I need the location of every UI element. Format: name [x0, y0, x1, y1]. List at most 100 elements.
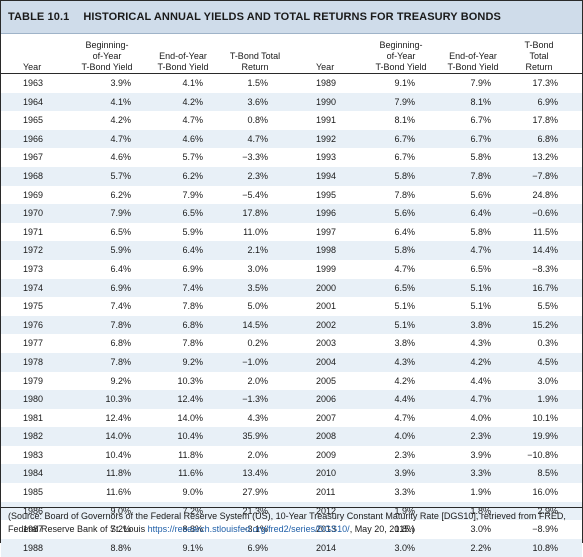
cell-begin-yield: 14.0%: [105, 431, 131, 442]
cell-year-2: 1999: [316, 263, 337, 274]
header-line: T-Bond Yield: [81, 62, 133, 72]
cell-total-return: 4.3%: [247, 412, 268, 423]
cell-end-yield-2: 2.2%: [470, 542, 491, 553]
cell-year: 1985: [23, 487, 44, 498]
header-line: T-Bond Yield: [157, 62, 209, 72]
cell-total-return-2: −7.8%: [532, 170, 558, 181]
cell-begin-yield: 10.3%: [105, 394, 131, 405]
cell-end-yield-2: 6.7%: [470, 133, 491, 144]
cell-year: 1964: [23, 96, 44, 107]
cell-total-return-2: 15.2%: [532, 319, 558, 330]
cell-begin-yield-2: 3.3%: [394, 487, 415, 498]
header-line: T-Bond: [524, 40, 554, 50]
cell-total-return-2: 10.1%: [532, 412, 558, 423]
cell-begin-yield-2: 4.7%: [394, 263, 415, 274]
cell-end-yield: 10.4%: [177, 431, 203, 442]
cell-total-return: 3.5%: [247, 282, 268, 293]
table-body: 1963 3.9% 4.1% 1.5% 1989 9.1% 7.9% 17.3% 1964 4.1…: [1, 74, 582, 557]
cell-total-return-2: 0.3%: [537, 338, 558, 349]
table-row: 1972 5.9% 6.4% 2.1% 1998 5.8% 4.7% 14.4%: [1, 241, 582, 260]
cell-end-yield: 6.4%: [182, 245, 203, 256]
cell-year: 1975: [23, 301, 44, 312]
cell-end-yield: 11.6%: [178, 468, 203, 479]
cell-total-return-2: 16.7%: [532, 282, 558, 293]
cell-end-yield-2: 5.8%: [470, 226, 491, 237]
cell-total-return-2: 6.9%: [537, 96, 558, 107]
cell-end-yield: 7.8%: [182, 338, 203, 349]
table-row: 1971 6.5% 5.9% 11.0% 1997 6.4% 5.8% 11.5%: [1, 223, 582, 242]
header-year: Year: [23, 35, 63, 73]
cell-end-yield-2: 8.1%: [470, 96, 491, 107]
cell-end-yield: 9.0%: [182, 487, 203, 498]
header-beginning-yield: Beginning- of-Year T-Bond Yield: [75, 35, 139, 73]
cell-begin-yield-2: 5.1%: [394, 301, 415, 312]
cell-begin-yield-2: 8.1%: [394, 115, 415, 126]
cell-end-yield: 4.6%: [182, 133, 203, 144]
cell-end-yield: 12.4%: [177, 394, 203, 405]
cell-total-return: 5.0%: [247, 301, 268, 312]
cell-end-yield: 7.8%: [182, 301, 203, 312]
cell-begin-yield-2: 4.4%: [394, 394, 415, 405]
cell-begin-yield-2: 4.0%: [394, 431, 415, 442]
cell-total-return: 2.3%: [247, 170, 268, 181]
table-row: 1988 8.8% 9.1% 6.9% 2014 3.0% 2.2% 10.8%: [1, 538, 582, 557]
cell-end-yield: 7.9%: [182, 189, 203, 200]
table-row: 1969 6.2% 7.9% −5.4% 1995 7.8% 5.6% 24.8%: [1, 186, 582, 205]
cell-begin-yield-2: 6.5%: [394, 282, 415, 293]
table-row: 1984 11.8% 11.6% 13.4% 2010 3.9% 3.3% 8.5%: [1, 464, 582, 484]
cell-year-2: 2002: [316, 319, 337, 330]
cell-year: 1973: [23, 263, 44, 274]
cell-begin-yield: 12.4%: [105, 412, 131, 423]
cell-end-yield: 6.8%: [182, 319, 203, 330]
cell-end-yield: 4.2%: [182, 96, 203, 107]
cell-year-2: 2011: [316, 487, 336, 498]
header-end-yield-2: End-of-Year T-Bond Yield: [441, 35, 505, 73]
cell-end-yield-2: 1.8%: [470, 505, 491, 516]
cell-year: 1982: [23, 431, 44, 442]
cell-year: 1976: [23, 319, 44, 330]
cell-total-return: −1.0%: [242, 356, 268, 367]
cell-end-yield-2: 4.7%: [470, 394, 491, 405]
cell-begin-yield-2: 2.3%: [394, 449, 415, 460]
cell-total-return: −3.3%: [242, 152, 268, 163]
table-row: 1980 10.3% 12.4% −1.3% 2006 4.4% 4.7% 1.9%: [1, 390, 582, 409]
cell-total-return: −1.3%: [242, 394, 268, 405]
cell-end-yield: 8.8%: [182, 524, 203, 535]
cell-end-yield-2: 6.5%: [470, 263, 491, 274]
cell-begin-yield: 4.1%: [110, 96, 131, 107]
source-link[interactable]: https://research.stlouisfed.org/fred2/se…: [147, 524, 350, 534]
header-year-label: Year: [23, 62, 42, 72]
cell-year-2: 2008: [316, 431, 337, 442]
cell-total-return-2: 24.8%: [532, 189, 558, 200]
cell-total-return-2: 17.8%: [532, 115, 558, 126]
cell-total-return: 0.2%: [247, 338, 268, 349]
table-row: 1976 7.8% 6.8% 14.5% 2002 5.1% 3.8% 15.2%: [1, 315, 582, 335]
cell-total-return-2: 8.5%: [537, 468, 558, 479]
cell-total-return-2: 1.9%: [537, 394, 558, 405]
cell-end-yield-2: 4.4%: [470, 375, 491, 386]
table-row: 1977 6.8% 7.8% 0.2% 2003 3.8% 4.3% 0.3%: [1, 334, 582, 353]
cell-year-2: 2007: [316, 412, 337, 423]
cell-begin-yield: 7.8%: [110, 319, 131, 330]
cell-end-yield: 9.1%: [182, 542, 203, 553]
cell-end-yield-2: 4.2%: [470, 356, 491, 367]
cell-begin-yield-2: 5.1%: [394, 319, 415, 330]
cell-year-2: 2001: [316, 301, 337, 312]
cell-year: 1979: [23, 375, 44, 386]
cell-total-return: 11.0%: [243, 226, 268, 237]
cell-year: 1988: [23, 542, 44, 553]
cell-year: 1968: [23, 170, 44, 181]
cell-total-return: 4.7%: [247, 133, 268, 144]
cell-year: 1972: [23, 245, 44, 256]
cell-total-return: 35.9%: [242, 431, 268, 442]
cell-year-2: 2000: [316, 282, 337, 293]
cell-year-2: 2014: [316, 542, 337, 553]
cell-begin-yield-2: 1.9%: [394, 505, 415, 516]
cell-total-return-2: −8.9%: [532, 524, 558, 535]
table-row: 1974 6.9% 7.4% 3.5% 2000 6.5% 5.1% 16.7%: [1, 278, 582, 298]
header-line: End-of-Year: [449, 51, 497, 61]
cell-begin-yield-2: 5.6%: [394, 208, 415, 219]
cell-begin-yield: 5.7%: [110, 170, 131, 181]
cell-end-yield-2: 2.3%: [470, 431, 491, 442]
cell-total-return-2: 17.3%: [532, 78, 558, 88]
